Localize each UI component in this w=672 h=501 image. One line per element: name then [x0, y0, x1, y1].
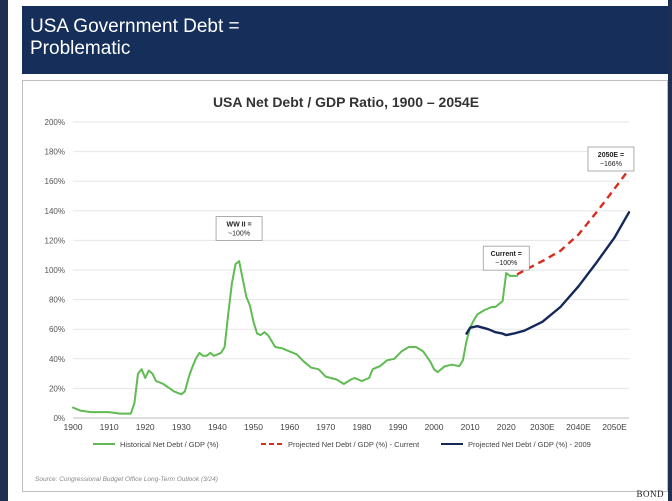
x-tick-label: 1920: [136, 422, 155, 432]
chart-title: USA Net Debt / GDP Ratio, 1900 – 2054E: [213, 94, 479, 110]
debt-gdp-chart: USA Net Debt / GDP Ratio, 1900 – 2054E 0…: [35, 94, 635, 483]
x-tick-label: 1970: [316, 422, 335, 432]
x-tick-label: 2050E: [602, 422, 627, 432]
x-tick-label: 1980: [352, 422, 371, 432]
annotation-text: WW II =: [227, 222, 252, 229]
x-tick-label: 1960: [280, 422, 299, 432]
y-tick-label: 200%: [45, 118, 65, 127]
y-axis-ticks: 0% 20% 40% 60% 80% 100% 120% 140% 160% 180% 200%: [45, 118, 65, 423]
legend-label: Projected Net Debt / GDP (%) - 2009: [468, 440, 591, 449]
series-line-2: [465, 211, 631, 337]
y-tick-label: 60%: [49, 325, 65, 334]
x-tick-label: 1950: [244, 422, 263, 432]
series-lines: [72, 168, 631, 415]
annotation-box: [482, 245, 530, 271]
x-tick-label: 1930: [172, 422, 191, 432]
series-line-0: [72, 260, 519, 415]
annotation-text: Current =: [491, 251, 522, 258]
x-tick-label: 1900: [64, 422, 83, 432]
slide-title: USA Government Debt = Problematic: [30, 16, 240, 59]
annotation-text: ~166%: [600, 161, 622, 168]
y-tick-label: 40%: [49, 355, 65, 364]
chart-panel: USA Net Debt / GDP Ratio, 1900 – 2054E 0…: [22, 80, 668, 492]
y-tick-label: 0%: [53, 414, 65, 423]
x-tick-label: 2000: [425, 422, 444, 432]
y-tick-label: 20%: [49, 384, 65, 393]
x-tick-label: 2040E: [566, 422, 591, 432]
y-tick-label: 120%: [45, 236, 65, 245]
brand-mark: BOND: [636, 489, 664, 499]
x-tick-label: 2030E: [530, 422, 555, 432]
y-tick-label: 180%: [45, 148, 65, 157]
right-edge-bar: [668, 0, 672, 501]
y-tick-label: 100%: [45, 266, 65, 275]
legend-label: Projected Net Debt / GDP (%) - Current: [288, 440, 420, 449]
slide-header: USA Government Debt = Problematic: [22, 6, 668, 74]
left-edge-bar: [0, 0, 8, 501]
annotation-text: ~100%: [228, 231, 250, 238]
annotation-text: ~100%: [495, 260, 517, 267]
y-tick-label: 140%: [45, 207, 65, 216]
legend: Historical Net Debt / GDP (%) Projected N…: [93, 440, 591, 449]
annotation-box: [587, 146, 635, 172]
legend-label: Historical Net Debt / GDP (%): [120, 440, 219, 449]
x-tick-label: 1940: [208, 422, 227, 432]
annotation-box: [215, 216, 263, 241]
series-line-1: [516, 168, 630, 276]
gridlines: [73, 121, 629, 419]
y-tick-label: 80%: [49, 296, 65, 305]
y-tick-label: 160%: [45, 177, 65, 186]
source-note: Source: Congressional Budget Office Long…: [35, 476, 218, 483]
x-tick-label: 2020: [497, 422, 516, 432]
x-tick-label: 1990: [388, 422, 407, 432]
annotations: WW II = ~100% Current = ~100% 2050E = ~166%: [215, 146, 635, 271]
annotation-text: 2050E =: [598, 152, 624, 159]
x-axis-ticks: 1900 1910 1920 1930 1940 1950 1960 1970 1980 1990…: [64, 422, 628, 432]
x-tick-label: 2010: [461, 422, 480, 432]
x-tick-label: 1910: [100, 422, 119, 432]
